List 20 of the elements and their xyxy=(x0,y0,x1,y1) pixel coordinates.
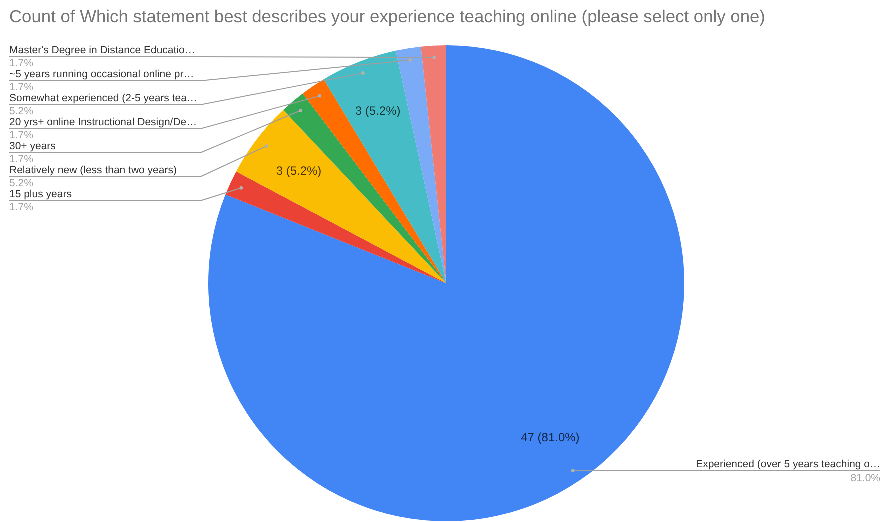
data-label: 81.0% xyxy=(850,472,881,484)
slice-label: 30+ years xyxy=(10,140,56,152)
data-label: 1.7% xyxy=(10,58,34,70)
text: 3 (5.2%) xyxy=(276,164,322,178)
text: 47 (81.0%) xyxy=(521,430,580,444)
slice-label: ~5 years running occasional online pr… xyxy=(10,68,194,80)
data-label: 1.7% xyxy=(10,202,34,214)
data-label: 1.7% xyxy=(10,82,34,94)
slice-label: Relatively new (less than two years) xyxy=(10,164,177,176)
slice-label: 20 yrs+ online Instructional Design/De… xyxy=(10,116,198,128)
data-label: 5.2% xyxy=(10,178,34,190)
chart-title: Count of Which statement best describes your experience teaching online (please select only one) xyxy=(10,6,766,26)
data-label: 1.7% xyxy=(10,130,34,142)
slice-label: Experienced (over 5 years teaching o… xyxy=(696,458,881,470)
data-label: 1.7% xyxy=(10,154,34,166)
slice-label: 15 plus years xyxy=(10,188,72,200)
slice-label: Master's Degree in Distance Educatio… xyxy=(10,44,196,56)
text: 3 (5.2%) xyxy=(355,104,401,118)
data-label: 5.2% xyxy=(10,106,34,118)
slice-label: Somewhat experienced (2-5 years tea… xyxy=(10,92,198,104)
